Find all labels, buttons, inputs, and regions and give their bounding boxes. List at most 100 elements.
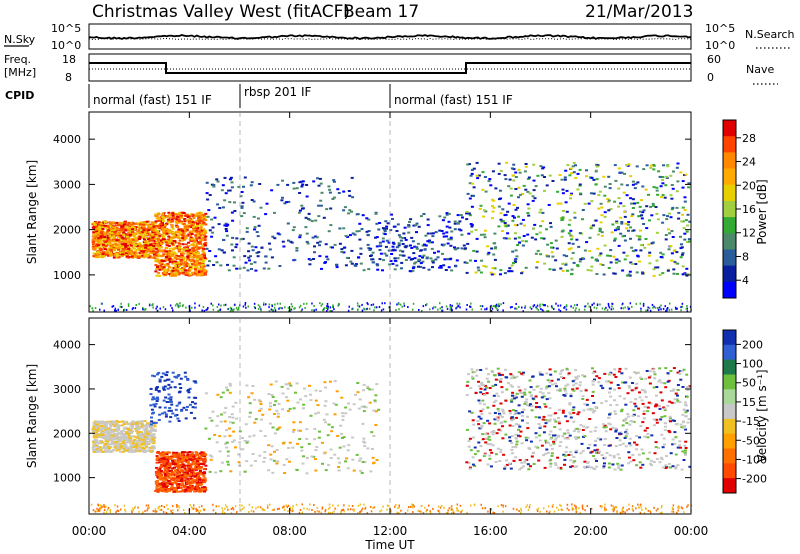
power-cell [198, 221, 202, 224]
power-cell [574, 164, 577, 167]
velocity-cell [202, 475, 206, 478]
power-cell [657, 307, 659, 310]
power-cell [481, 305, 484, 308]
power-cell [155, 274, 159, 277]
power-cell [232, 256, 236, 259]
velocity-cell [191, 454, 195, 456]
power-cell [340, 250, 344, 253]
power-cell [164, 258, 168, 261]
power-cell [412, 252, 416, 255]
colorbar-tick-label: 28 [742, 132, 756, 145]
velocity-cell [143, 435, 147, 438]
velocity-cell [156, 398, 160, 401]
power-cell [122, 223, 126, 226]
power-cell [200, 270, 204, 273]
power-cell [514, 171, 518, 174]
power-cell [156, 226, 160, 229]
power-cell [273, 306, 276, 309]
power-cell [177, 273, 181, 276]
power-cell [332, 304, 334, 307]
velocity-cell [140, 438, 144, 441]
power-cell [416, 242, 420, 245]
power-cell [188, 248, 192, 251]
power-cell [192, 217, 196, 219]
velocity-cell [144, 430, 147, 433]
power-cell [152, 250, 156, 253]
power-cell [492, 206, 496, 209]
power-cell [594, 183, 598, 186]
power-cell [393, 259, 397, 262]
velocity-cell [162, 399, 166, 402]
power-cell [585, 169, 588, 172]
velocity-cell [173, 453, 177, 456]
power-cell [681, 302, 684, 305]
power-cell [609, 208, 613, 211]
power-cell [268, 248, 272, 251]
velocity-cell [193, 406, 197, 409]
velocity-cell [201, 486, 205, 489]
power-cell [106, 251, 110, 254]
power-cell [595, 307, 598, 310]
velocity-cell [114, 432, 118, 435]
power-cell [149, 225, 153, 228]
power-cell [632, 229, 636, 232]
velocity-cell [103, 427, 107, 430]
power-cell [474, 259, 477, 262]
power-cell [131, 228, 135, 231]
power-cell [189, 230, 193, 233]
power-cell [154, 231, 158, 233]
velocity-cell [187, 474, 191, 477]
power-cell [91, 243, 95, 246]
power-cell [667, 212, 671, 215]
power-cell [331, 310, 333, 313]
velocity-cell [129, 421, 133, 424]
power-cell [211, 231, 215, 234]
power-cell [105, 226, 109, 229]
power-cell [591, 303, 593, 306]
power-cell [653, 305, 655, 308]
velocity-cell [193, 417, 197, 420]
cpid-segment-1: normal (fast) 151 IF [93, 93, 212, 107]
power-cell [89, 305, 91, 308]
power-cell [108, 246, 112, 249]
power-cell [142, 225, 146, 227]
power-cell [447, 220, 451, 223]
power-cell [298, 209, 302, 212]
power-cell [108, 234, 112, 237]
power-cell [515, 303, 517, 305]
power-cell [609, 249, 613, 252]
power-cell [627, 306, 629, 309]
velocity-cell [179, 468, 183, 471]
power-cell [418, 255, 422, 258]
velocity-cell [144, 434, 148, 437]
power-cell [427, 268, 431, 271]
power-cell [621, 269, 625, 272]
velocity-cell [113, 446, 117, 449]
power-cell [407, 225, 411, 228]
power-cell [501, 220, 505, 223]
power-cell [165, 240, 169, 243]
power-cell [116, 228, 119, 230]
velocity-cell [110, 437, 114, 440]
power-cell [513, 216, 516, 219]
velocity-cell [149, 446, 153, 449]
power-cell [192, 254, 196, 257]
velocity-cell [198, 459, 202, 461]
power-cell [595, 178, 599, 181]
velocity-cell [203, 457, 207, 460]
velocity-cell [165, 478, 169, 481]
velocity-cell [99, 428, 103, 431]
power-cell [148, 223, 152, 226]
velocity-cell [164, 462, 168, 465]
power-cell [167, 232, 171, 235]
power-cell [123, 309, 125, 311]
power-cell [124, 240, 128, 243]
power-cell [298, 306, 301, 309]
power-cell [438, 266, 442, 269]
power-cell [134, 250, 138, 253]
power-cell [115, 234, 119, 237]
power-cell [445, 225, 449, 228]
power-cell [151, 228, 155, 231]
power-cell [634, 263, 638, 265]
power-cell [381, 302, 383, 305]
